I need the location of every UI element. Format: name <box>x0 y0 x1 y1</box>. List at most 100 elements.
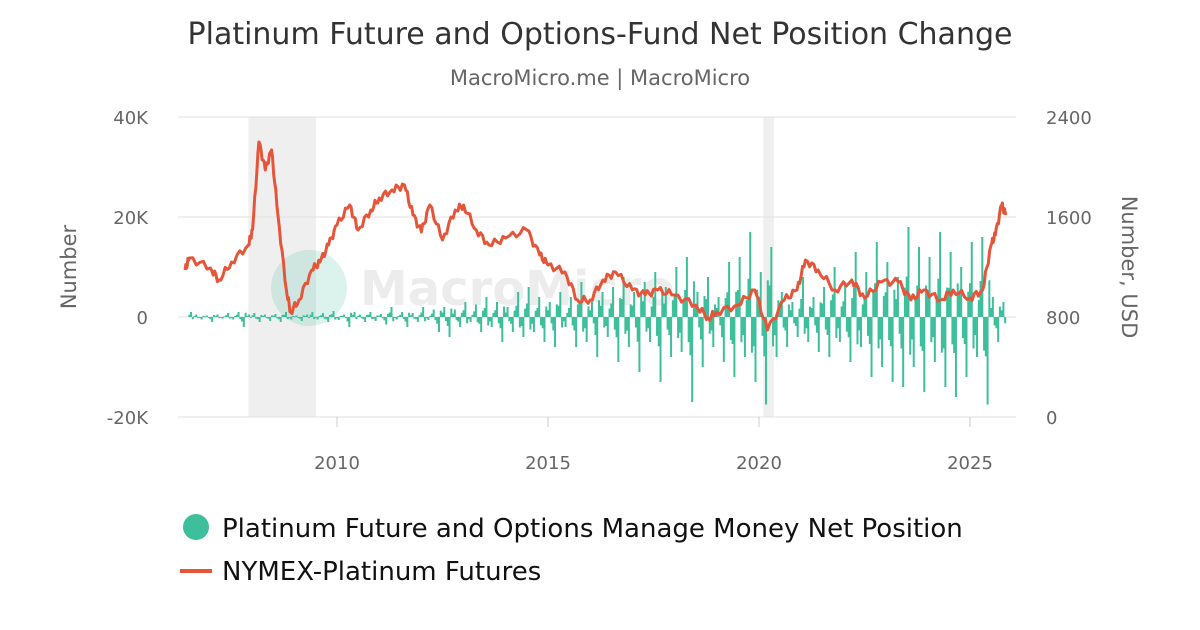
bar <box>939 232 942 317</box>
bar <box>415 317 418 320</box>
bar <box>306 314 309 317</box>
bar <box>712 317 715 347</box>
bar <box>740 317 743 343</box>
bar <box>847 317 850 338</box>
bar <box>497 317 500 324</box>
left-axis-title: Number <box>57 224 81 309</box>
bar <box>529 317 532 330</box>
bar <box>937 278 940 317</box>
bar <box>664 287 667 317</box>
bar <box>935 298 938 317</box>
bar <box>640 293 643 317</box>
bar <box>256 317 259 320</box>
bar <box>418 314 421 317</box>
bar <box>849 317 852 362</box>
bar <box>272 315 275 317</box>
bar <box>576 304 579 317</box>
bar <box>896 277 899 317</box>
bar <box>467 317 470 320</box>
bar <box>879 317 882 340</box>
bar <box>543 317 546 342</box>
bar <box>610 303 613 317</box>
bar <box>861 304 864 317</box>
bar <box>253 313 256 317</box>
bar <box>411 313 414 317</box>
right-tick-label: 2400 <box>1046 108 1092 129</box>
bar <box>743 317 746 357</box>
bar <box>775 317 778 357</box>
bar <box>348 317 351 327</box>
bar <box>717 297 720 317</box>
bar <box>886 262 889 317</box>
x-tick-label: 2025 <box>947 453 993 474</box>
bar <box>647 317 650 329</box>
legend-item-platinum-futures[interactable]: NYMEX-Platinum Futures <box>180 557 541 587</box>
bar <box>638 317 641 372</box>
bar <box>394 317 397 319</box>
bar <box>652 296 655 317</box>
bar <box>582 317 585 332</box>
bar <box>768 285 771 317</box>
bar <box>235 314 238 317</box>
bar <box>838 317 841 342</box>
bar <box>868 317 871 344</box>
bar <box>337 317 340 320</box>
bar <box>260 314 263 317</box>
bar <box>487 317 490 326</box>
bar <box>318 315 321 317</box>
shaded-period <box>248 117 316 417</box>
bar <box>279 317 282 322</box>
bar <box>350 312 353 317</box>
bar <box>673 294 676 317</box>
bar <box>863 296 866 317</box>
left-tick-label: -20K <box>107 408 149 429</box>
bar <box>197 317 200 319</box>
bar <box>923 317 926 392</box>
bar <box>452 313 455 317</box>
bar <box>733 317 736 377</box>
bar <box>731 317 734 344</box>
bar <box>821 303 824 317</box>
bar <box>947 287 950 317</box>
bar <box>562 317 565 322</box>
bar <box>481 310 484 317</box>
bar <box>645 317 648 332</box>
bar <box>462 310 465 317</box>
bar <box>656 317 659 336</box>
bar <box>302 315 305 317</box>
bar <box>378 315 381 317</box>
bar <box>617 317 620 362</box>
bar <box>230 317 233 319</box>
legend-item-net-position[interactable]: Platinum Future and Options Manage Money… <box>183 514 963 544</box>
bar <box>615 317 618 338</box>
bar <box>386 313 389 317</box>
bar <box>314 317 317 319</box>
x-tick-label: 2020 <box>736 453 782 474</box>
bar <box>270 315 273 317</box>
bar <box>355 317 358 320</box>
bar <box>891 317 894 382</box>
bar <box>844 282 847 317</box>
bar <box>594 317 597 335</box>
bar <box>313 317 316 320</box>
bar <box>905 276 908 317</box>
bar <box>427 317 430 320</box>
bar <box>870 317 873 377</box>
bar <box>204 316 207 318</box>
bar <box>434 317 437 321</box>
bar <box>719 317 722 326</box>
bar <box>237 312 240 317</box>
bar <box>265 317 268 319</box>
bar <box>327 317 330 322</box>
bar <box>362 317 365 320</box>
bar <box>856 317 859 345</box>
bar <box>694 305 697 317</box>
shaded-period <box>763 117 774 417</box>
bar <box>478 317 481 324</box>
bar <box>518 317 521 328</box>
bar <box>977 300 980 317</box>
bar <box>351 314 354 317</box>
bar <box>432 309 435 317</box>
bar <box>443 307 446 317</box>
bar <box>909 317 912 355</box>
